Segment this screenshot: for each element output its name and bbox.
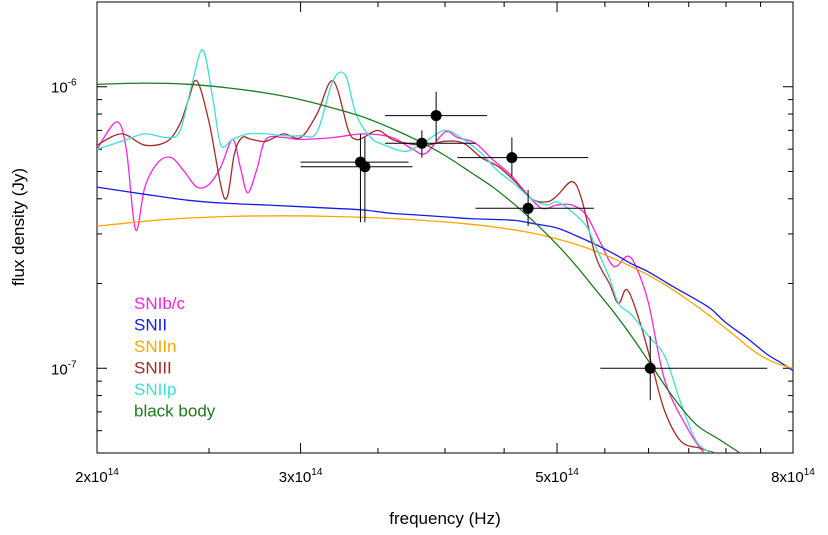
observations	[300, 91, 768, 401]
legend-entry: SNIIn	[134, 337, 177, 356]
y-tick-label: 10-7	[51, 359, 77, 378]
series-sniin-line	[97, 215, 793, 369]
series-sniip-line	[97, 49, 712, 453]
legend-entry: SNIIp	[134, 380, 177, 399]
tick-labels: 2x1014 3x1014 5x1014 8x1014 10-6 10-7	[51, 78, 815, 486]
legend-entry: SNIII	[134, 359, 172, 378]
legend-entry: SNII	[134, 316, 167, 335]
data-point	[522, 202, 534, 214]
model-curves	[97, 49, 793, 453]
series-snib-c-line	[97, 121, 705, 453]
series-black-body-line	[97, 82, 741, 453]
data-point	[644, 362, 656, 374]
legend-entry: black body	[134, 402, 216, 421]
x-tick-label: 5x1014	[535, 467, 579, 486]
x-tick-label: 8x1014	[771, 467, 815, 486]
y-tick-label: 10-6	[51, 78, 77, 97]
series-sniii-line	[97, 79, 716, 453]
legend: SNIb/c SNII SNIIn SNIII SNIIp black body	[134, 294, 216, 421]
data-point	[430, 110, 442, 122]
x-tick-label: 3x1014	[279, 467, 323, 486]
data-point	[416, 137, 428, 149]
x-axis-label: frequency (Hz)	[389, 509, 500, 528]
axis-ticks	[96, 1, 794, 454]
x-tick-label: 2x1014	[75, 467, 119, 486]
series-snii-line	[97, 186, 793, 372]
data-point	[506, 152, 518, 164]
legend-entry: SNIb/c	[134, 294, 186, 313]
plot-frame	[96, 1, 794, 454]
data-point	[359, 161, 371, 173]
y-axis-label: flux density (Jy)	[9, 168, 28, 286]
